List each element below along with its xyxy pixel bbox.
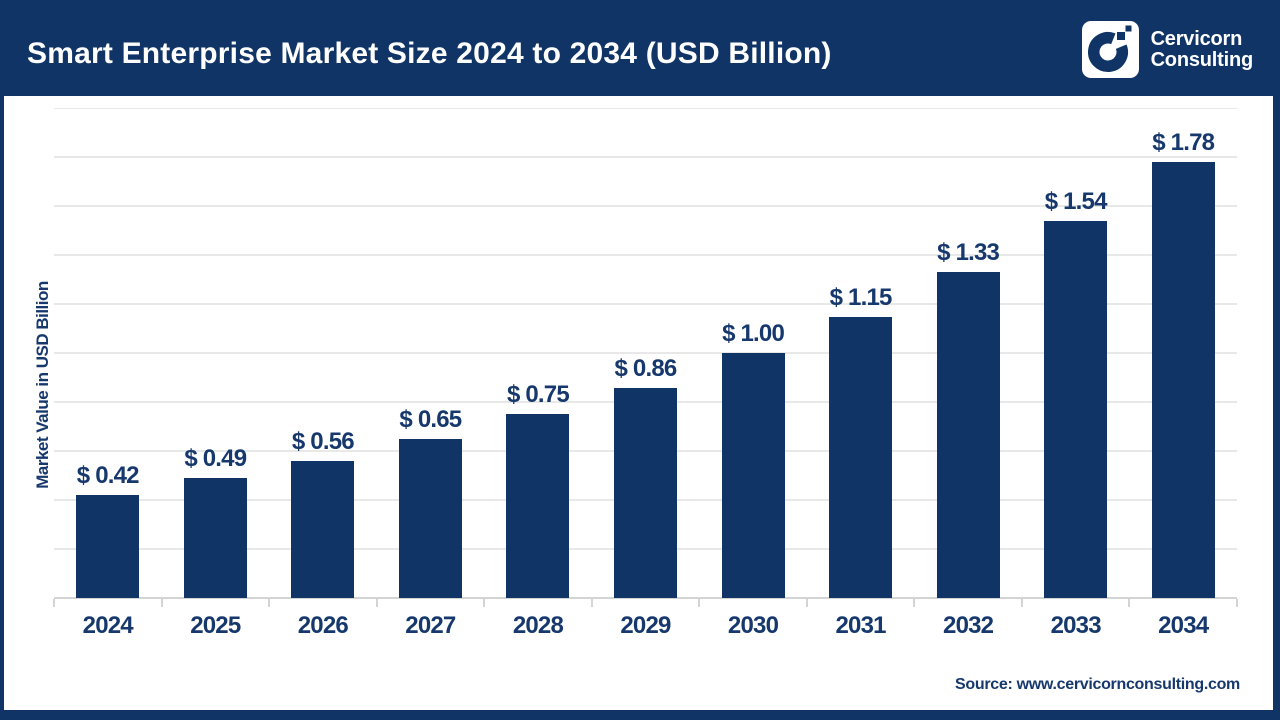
x-axis-tick <box>53 599 55 607</box>
cervicorn-logo-icon <box>1081 21 1139 78</box>
bar-2029 <box>614 387 677 598</box>
value-label-2034: $ 1.78 <box>1152 129 1215 157</box>
x-axis-tick <box>160 599 163 607</box>
category-label-2025: 2025 <box>190 612 241 639</box>
brand-name: Cervicorn Consulting <box>1150 28 1254 71</box>
category-label-2028: 2028 <box>512 612 564 639</box>
x-axis-tick <box>698 599 701 607</box>
bar-2026 <box>291 460 355 598</box>
value-label-2025: $ 0.49 <box>184 445 247 473</box>
x-axis-line <box>54 597 1237 599</box>
bar-2034 <box>1151 162 1215 598</box>
value-label-2032: $ 1.33 <box>937 239 1000 267</box>
gridline <box>54 205 1237 207</box>
gridline <box>54 107 1237 109</box>
category-label-2032: 2032 <box>943 612 994 639</box>
bar-2031 <box>829 316 893 598</box>
bar-2024 <box>76 495 140 598</box>
y-axis-title: Market Value in USD Billion <box>33 281 52 489</box>
x-axis-tick <box>1020 599 1023 607</box>
value-label-2026: $ 0.56 <box>291 427 355 455</box>
value-label-2029: $ 0.86 <box>614 354 678 382</box>
category-label-2034: 2034 <box>1158 612 1209 639</box>
bar-2028 <box>506 414 570 598</box>
category-label-2026: 2026 <box>297 612 349 639</box>
bar-2030 <box>721 353 785 598</box>
bar-2027 <box>398 438 462 598</box>
bar-2032 <box>936 272 1000 598</box>
gridline <box>54 254 1237 256</box>
x-axis-tick <box>375 599 378 607</box>
category-label-2024: 2024 <box>82 612 134 639</box>
value-label-2033: $ 1.54 <box>1044 188 1108 216</box>
category-label-2031: 2031 <box>835 612 886 639</box>
x-axis-tick <box>1236 599 1238 607</box>
bar-2025 <box>183 478 247 598</box>
x-axis-tick <box>268 599 271 607</box>
category-label-2027: 2027 <box>405 612 456 639</box>
gridline <box>54 352 1237 354</box>
value-label-2031: $ 1.15 <box>829 283 893 311</box>
value-label-2027: $ 0.65 <box>399 405 462 433</box>
x-axis-tick <box>805 599 808 607</box>
gridline <box>54 303 1237 305</box>
bar-2033 <box>1044 221 1108 598</box>
brand-logo-group: Cervicorn Consulting <box>1081 21 1254 78</box>
page-title: Smart Enterprise Market Size 2024 to 203… <box>27 36 832 70</box>
category-label-2030: 2030 <box>727 612 779 639</box>
source-text: Source: www.cervicornconsulting.com <box>955 676 1240 693</box>
brand-line2: Consulting <box>1150 48 1254 71</box>
category-label-2029: 2029 <box>620 612 671 639</box>
x-axis-tick <box>913 599 916 607</box>
x-axis-tick <box>1128 599 1131 607</box>
value-label-2028: $ 0.75 <box>506 381 570 409</box>
header-bar: Smart Enterprise Market Size 2024 to 203… <box>4 0 1273 96</box>
brand-line1: Cervicorn <box>1150 28 1243 50</box>
value-label-2024: $ 0.42 <box>76 462 140 490</box>
x-axis-tick <box>590 599 593 607</box>
gridline <box>54 156 1237 158</box>
category-label-2033: 2033 <box>1050 612 1102 639</box>
c-mark <box>1087 25 1132 72</box>
value-label-2030: $ 1.00 <box>722 320 785 348</box>
x-axis-tick <box>483 599 486 607</box>
